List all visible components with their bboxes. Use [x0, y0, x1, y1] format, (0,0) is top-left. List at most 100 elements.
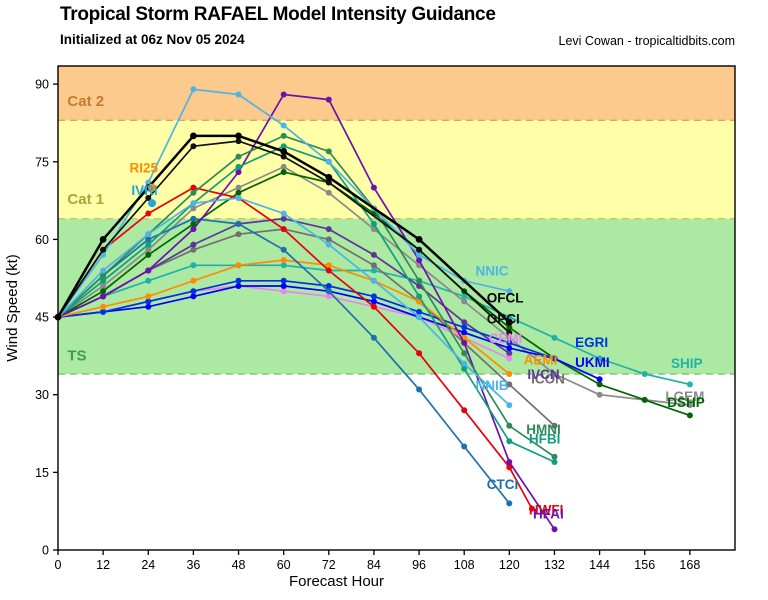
- point-DSHP-168: [686, 412, 693, 419]
- point-CTCI-108: [461, 443, 468, 450]
- point-DSHP-12: [100, 288, 107, 295]
- point-UKMI-60: [280, 283, 287, 289]
- point-HFBI-48: [235, 163, 242, 170]
- series-label-HWFI: HWFI: [529, 502, 564, 517]
- point-AEMI-12: [100, 303, 107, 310]
- marker-IVRI: IVRI: [131, 183, 158, 208]
- point-HFAI-60: [280, 91, 287, 98]
- point-OFCL-12: [99, 236, 107, 243]
- series-label-CEMI: CEMI: [489, 331, 523, 346]
- point-HMNI-72: [325, 148, 332, 155]
- point-ICON-120: [506, 381, 513, 388]
- point-HWFI-96: [416, 350, 423, 357]
- point-LGEM-72: [325, 189, 332, 196]
- point-NNIB-120: [506, 402, 513, 409]
- point-DSHP-48: [235, 189, 242, 196]
- point-NNIB-24: [145, 231, 152, 238]
- point-AEMI-24: [145, 293, 152, 300]
- series-label-NNIB: NNIB: [475, 378, 508, 393]
- point-LGEM-36: [190, 205, 197, 212]
- credit-watermark: Levi Cowan - tropicaltidbits.com: [558, 34, 735, 48]
- point-HMNI-48: [235, 153, 242, 160]
- point-UKMI-144: [596, 376, 603, 383]
- point-HFAI-48: [235, 169, 242, 176]
- point-NNIB-36: [190, 200, 197, 207]
- point-HWFI-108: [461, 407, 468, 414]
- point-UKMI-48: [235, 283, 242, 289]
- point-NNIB-84: [370, 277, 377, 284]
- plot-frame: [57, 65, 736, 551]
- y-tick-label-30: 30: [35, 388, 49, 402]
- point-CEMI-120: [506, 355, 513, 362]
- point-SHIP-60: [280, 262, 287, 269]
- point-LGEM-108: [461, 298, 468, 305]
- series-label-DSHP: DSHP: [667, 395, 705, 410]
- point-OFCL-60: [280, 148, 288, 155]
- series-label-AEMI: AEMI: [524, 353, 558, 368]
- x-axis-label: Forecast Hour: [289, 573, 384, 590]
- point-HFBI-132: [551, 459, 558, 465]
- x-tick-label-144: 144: [589, 558, 610, 572]
- x-tick-label-96: 96: [412, 558, 426, 572]
- point-CEMI-60: [280, 288, 287, 295]
- series-NNIB: [55, 195, 513, 409]
- series-line-HWFI: [57, 186, 533, 510]
- chart-title: Tropical Storm RAFAEL Model Intensity Gu…: [60, 4, 496, 25]
- point-ICON-36: [190, 246, 197, 253]
- point-HFAI-12: [100, 293, 107, 300]
- series-line-EGRI: [57, 279, 556, 360]
- point-HFAI-120: [506, 459, 513, 465]
- point-HFBI-12: [100, 277, 107, 284]
- x-tick-label-108: 108: [454, 558, 475, 572]
- point-AEMI-120: [506, 371, 513, 377]
- point-ICON-132: [551, 422, 558, 429]
- point-HFBI-24: [145, 241, 152, 248]
- point-EGRI-60: [280, 277, 287, 284]
- series-label-EGRI: EGRI: [575, 335, 608, 350]
- point-UKMI-108: [461, 329, 468, 336]
- point-UKMI-36: [190, 293, 197, 300]
- point-NNIC-36: [190, 86, 197, 93]
- series-label-SHIP: SHIP: [671, 356, 703, 371]
- point-NNIB-108: [461, 360, 468, 367]
- point-UKMI-84: [370, 298, 377, 305]
- point-EGRI-72: [325, 283, 332, 289]
- point-DSHP-144: [596, 381, 603, 388]
- series-label-OFCL: OFCL: [487, 291, 524, 306]
- point-OFCL-96: [415, 236, 423, 243]
- x-tick-label-36: 36: [186, 558, 200, 572]
- x-tick-label-72: 72: [322, 558, 336, 572]
- point-DSHP-36: [190, 220, 197, 227]
- point-HMNI-60: [280, 132, 287, 139]
- point-CTCI-120: [506, 500, 513, 507]
- point-HWFI-36: [190, 184, 197, 191]
- point-NNIB-96: [416, 314, 423, 321]
- point-EGRI-108: [461, 324, 468, 331]
- point-SHIP-132: [551, 334, 558, 341]
- point-HMNI-108: [461, 350, 468, 357]
- point-HWFI-84: [370, 303, 377, 310]
- x-tick-label-84: 84: [367, 558, 381, 572]
- point-UKMI-120: [506, 345, 513, 352]
- point-DSHP-24: [145, 251, 152, 258]
- point-NNIB-48: [235, 195, 242, 201]
- point-IVCN-72: [325, 226, 332, 233]
- x-tick-label-24: 24: [141, 558, 155, 572]
- point-CEMI-72: [325, 293, 332, 300]
- point-HWFI-126: [528, 505, 535, 512]
- point-SHIP-144: [596, 355, 603, 362]
- point-IVCN-36: [190, 241, 197, 248]
- point-OPCI-60: [280, 153, 287, 160]
- point-SHIP-108: [461, 293, 468, 300]
- point-NNIC-72: [325, 158, 332, 165]
- point-AEMI-60: [280, 257, 287, 264]
- marker-label-IVRI: IVRI: [131, 183, 157, 198]
- point-HWFI-72: [325, 267, 332, 274]
- point-NNIC-120: [506, 288, 513, 295]
- point-SHIP-24: [145, 277, 152, 284]
- point-NNIB-60: [280, 210, 287, 217]
- point-CTCI-48: [235, 220, 242, 227]
- point-HMNI-120: [506, 422, 513, 429]
- point-NNIC-48: [235, 91, 242, 98]
- point-CTCI-36: [190, 215, 197, 222]
